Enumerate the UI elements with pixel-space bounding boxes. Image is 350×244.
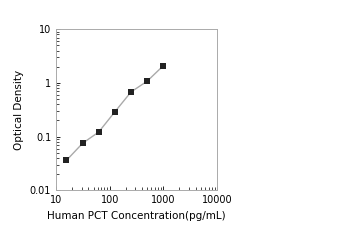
Point (112, 110, 118, 114)
Point (80, 141, 85, 145)
Y-axis label: Optical Density: Optical Density (14, 70, 24, 150)
Point (128, 90, 134, 94)
X-axis label: Human PCT Concentration(pg/mL): Human PCT Concentration(pg/mL) (47, 211, 226, 221)
Point (96, 130, 101, 134)
Point (161, 64, 166, 68)
Point (145, 79, 150, 83)
Point (64, 159, 69, 163)
